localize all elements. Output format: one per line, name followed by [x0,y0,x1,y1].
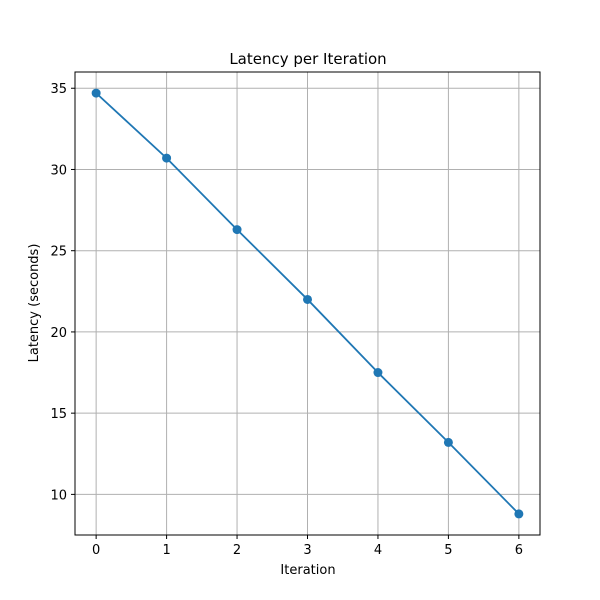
x-tick-label: 3 [303,543,311,558]
y-axis-ticks: 10 15 20 25 30 35 [50,82,75,503]
series-points [91,88,524,519]
x-tick-label: 6 [515,543,523,558]
x-tick-label: 2 [233,543,241,558]
x-axis-ticks: 0 1 2 3 4 5 6 [92,535,523,558]
x-axis-label: Iteration [280,563,335,578]
x-tick-label: 4 [374,543,382,558]
data-point [232,225,242,235]
data-point [443,437,453,447]
x-tick-label: 1 [162,543,170,558]
grid [75,72,540,535]
data-point [91,88,101,98]
y-axis-label: Latency (seconds) [27,244,42,363]
x-tick-label: 5 [444,543,452,558]
data-point [303,294,312,304]
chart-title: Latency per Iteration [229,50,386,68]
y-tick-label: 25 [50,245,67,260]
data-point [514,509,524,519]
y-tick-label: 10 [50,488,67,503]
y-tick-label: 20 [50,326,67,341]
x-tick-label: 0 [92,543,100,558]
y-tick-label: 30 [50,163,67,178]
data-point [373,368,383,378]
data-point [162,153,172,163]
y-tick-label: 35 [50,82,67,97]
y-tick-label: 15 [50,407,67,422]
